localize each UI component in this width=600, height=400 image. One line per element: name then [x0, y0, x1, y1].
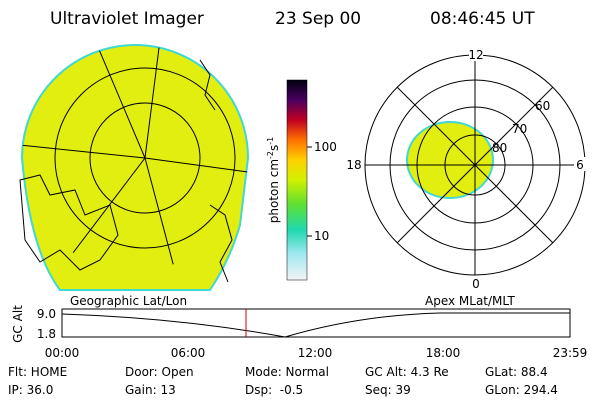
colorbar-unit: photon cm-2s-1: [266, 137, 281, 224]
mlt-label: 12: [468, 48, 483, 62]
mlat-label: 80: [492, 141, 507, 155]
info-field: Gain: 13: [125, 383, 176, 397]
info-field: Seq: 39: [365, 383, 411, 397]
time: 08:46:45 UT: [430, 9, 535, 29]
mlt-label: 6: [576, 158, 584, 172]
polar-plot: 12 18 6 0 60 70 80: [344, 47, 586, 291]
info-field: GLat: 88.4: [485, 365, 548, 379]
mlt-label: 0: [472, 277, 480, 291]
info-field: Dsp: -0.5: [245, 383, 303, 397]
colorbar: 100 10 photon cm-2s-1: [266, 79, 337, 281]
info-field: GC Alt: 4.3 Re: [365, 365, 449, 379]
info-field: GLon: 294.4: [485, 383, 558, 397]
map-label: Apex MLat/MLT: [425, 294, 515, 308]
time-label: 12:00: [298, 346, 333, 360]
altitude-axis-label: GC Alt: [11, 305, 25, 343]
info-panel: Flt: HOME IP: 36.0 Door: Open Gain: 13 Mode:…: [8, 365, 558, 397]
instrument: Ultraviolet Imager: [50, 9, 204, 29]
altitude-plot: GC Alt 9.0 1.8 00:00 06:00 12:00 18:00 2…: [11, 305, 587, 360]
geographic-map: [19, 44, 250, 291]
time-label: 23:59: [553, 346, 588, 360]
mlt-label: 18: [346, 158, 361, 172]
altitude-label: 1.8: [37, 327, 56, 341]
time-label: 00:00: [45, 346, 80, 360]
time-label: 06:00: [171, 346, 206, 360]
colorbar-tick: 10: [314, 229, 329, 243]
info-field: Flt: HOME: [8, 365, 67, 379]
altitude-label: 9.0: [37, 307, 56, 321]
colorbar-tick: 100: [314, 140, 337, 154]
info-field: Mode: Normal: [245, 365, 329, 379]
info-field: IP: 36.0: [8, 383, 53, 397]
info-field: Door: Open: [125, 365, 194, 379]
date: 23 Sep 00: [275, 9, 361, 29]
time-label: 18:00: [426, 346, 461, 360]
mlat-label: 70: [512, 122, 527, 136]
map-label: Geographic Lat/Lon: [70, 294, 187, 308]
mlat-label: 60: [535, 99, 550, 113]
header: Ultraviolet Imager 23 Sep 00 08:46:45 UT: [50, 9, 535, 29]
